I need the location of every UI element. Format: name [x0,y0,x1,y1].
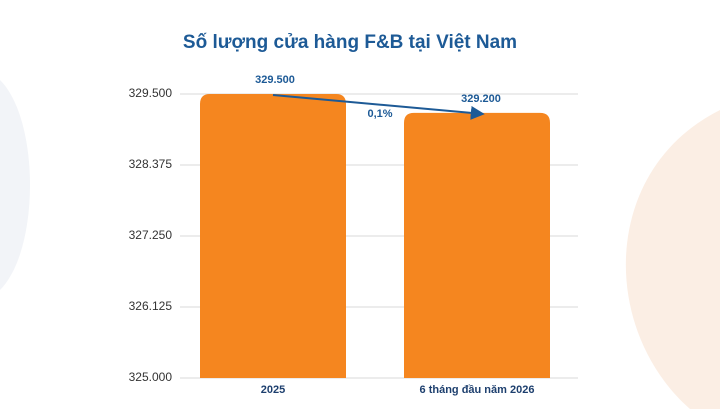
bar [404,112,550,378]
value-label: 329.200 [461,93,501,105]
bar [200,94,346,378]
annotation: 0,1% [367,108,392,120]
x-tick-label: 2025 [261,384,285,396]
trend-arrow [272,94,485,120]
background-decoration [625,110,720,409]
y-tick-label: 325.000 [129,370,173,384]
y-tick-label: 328.375 [129,157,173,171]
x-tick-label: 6 tháng đầu năm 2026 [420,384,535,396]
value-label: 329.500 [255,74,295,86]
y-tick-label: 329.500 [129,86,173,100]
y-tick-label: 326.125 [129,299,173,313]
chart-title: Số lượng cửa hàng F&B tại Việt Nam [183,32,517,53]
y-tick-label: 327.250 [129,228,173,242]
background-decoration [0,80,30,290]
